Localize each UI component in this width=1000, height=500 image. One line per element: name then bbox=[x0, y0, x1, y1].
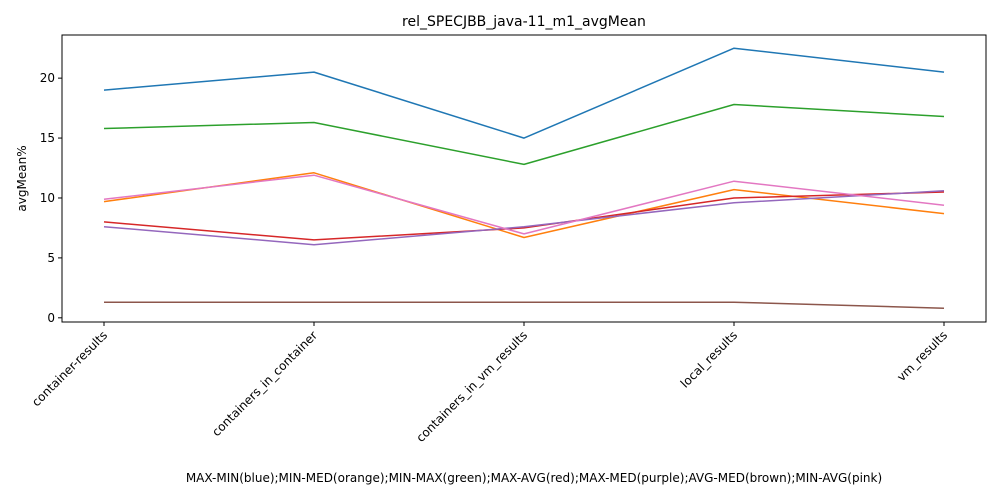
series-line-1 bbox=[103, 172, 945, 239]
chart-title: rel_SPECJBB_java-11_m1_avgMean bbox=[402, 14, 646, 30]
x-tick-label: containers_in_vm_results bbox=[413, 328, 530, 445]
y-tick-label: 10 bbox=[40, 191, 55, 205]
y-axis-label: avgMean% bbox=[15, 145, 29, 211]
x-tick-label: vm_results bbox=[894, 328, 950, 384]
y-tick-label: 0 bbox=[47, 311, 55, 325]
y-tick-label: 5 bbox=[47, 251, 55, 265]
series-line-3 bbox=[103, 191, 945, 241]
series-group bbox=[103, 47, 945, 309]
x-tick-label: container-results bbox=[29, 328, 110, 409]
series-line-6 bbox=[103, 174, 945, 235]
x-tick-label: local_results bbox=[678, 328, 740, 390]
series-line-2 bbox=[103, 103, 945, 166]
y-tick-label: 20 bbox=[40, 71, 55, 85]
x-tick-label: containers_in_container bbox=[209, 328, 320, 439]
series-line-0 bbox=[103, 47, 945, 139]
series-line-5 bbox=[104, 301, 945, 309]
plot-frame bbox=[61, 34, 987, 323]
series-line-4 bbox=[103, 190, 945, 246]
x-axis-label: MAX-MIN(blue);MIN-MED(orange);MIN-MAX(gr… bbox=[186, 471, 882, 485]
y-tick-label: 15 bbox=[40, 131, 55, 145]
